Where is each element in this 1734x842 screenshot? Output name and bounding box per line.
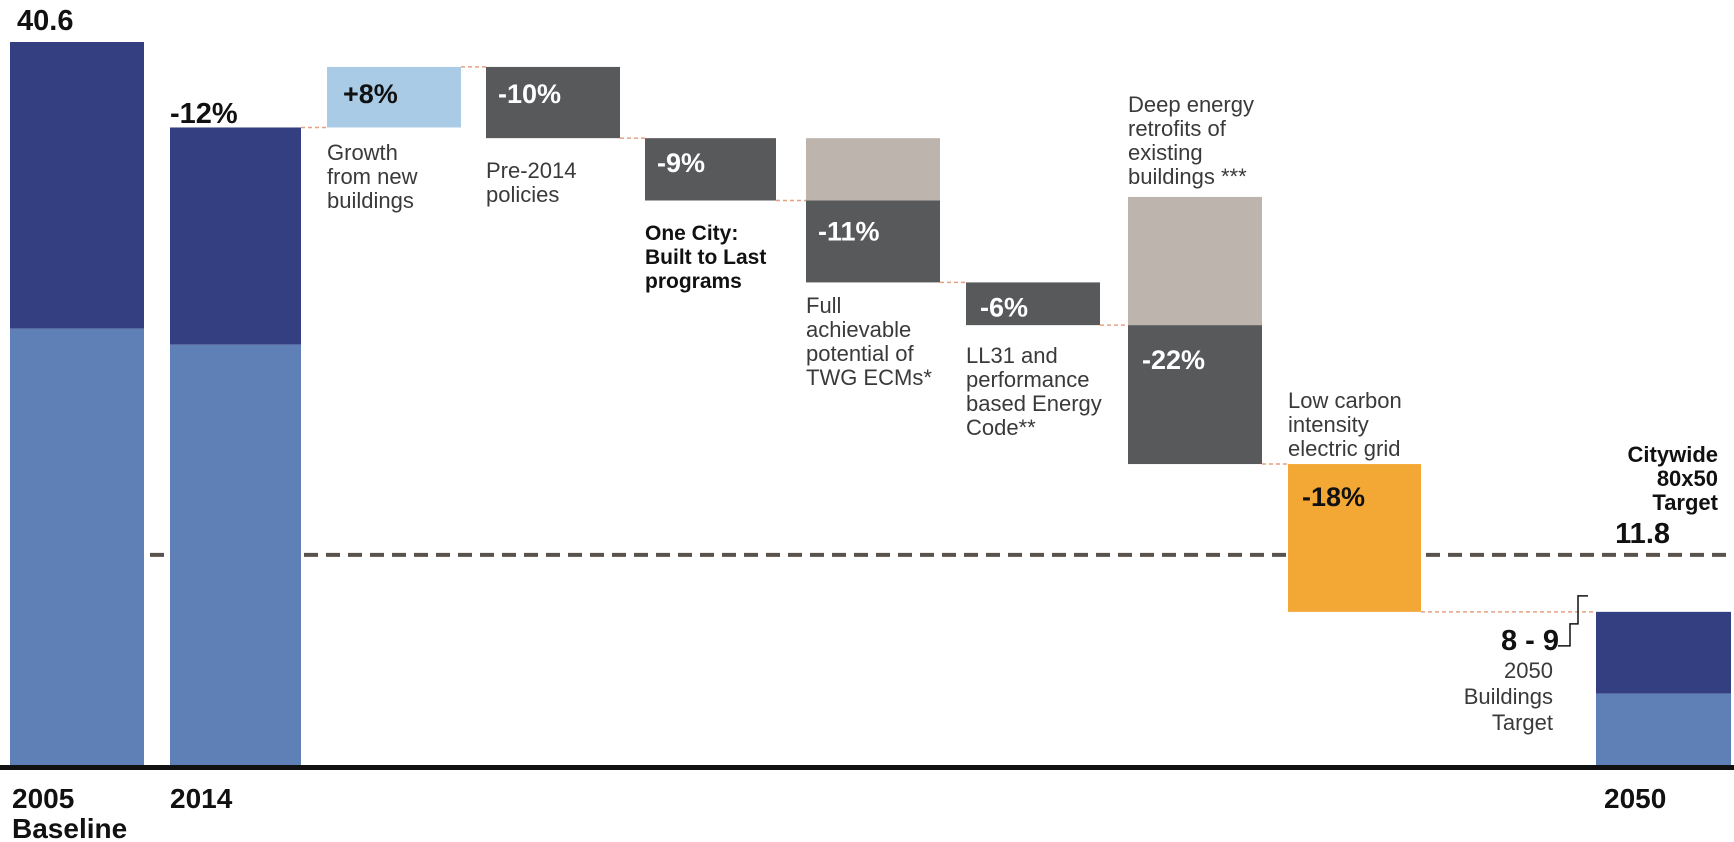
label-2050-buildings-target-line: Buildings <box>1464 684 1553 709</box>
bar-2005-light <box>10 328 144 765</box>
label-deep-line: buildings *** <box>1128 164 1247 189</box>
label-growth-line: buildings <box>327 188 414 213</box>
label-pre2014: Pre-2014 policies <box>486 158 577 207</box>
label-growth-line: Growth <box>327 140 398 165</box>
bar-onecity <box>645 138 776 201</box>
label-ll31-line: Code** <box>966 415 1036 440</box>
label-grid-line: electric grid <box>1288 436 1400 461</box>
bar-growth-pct-label: +8% <box>343 79 398 109</box>
label-growth: Growth from new buildings <box>327 140 418 213</box>
label-ll31-line: performance <box>966 367 1090 392</box>
label-2050-buildings-target: 2050 Buildings Target <box>1464 658 1553 735</box>
change-2014-label: -12% <box>170 98 238 130</box>
bar-grid <box>1288 464 1421 612</box>
label-twg-line: TWG ECMs* <box>806 365 932 390</box>
label-citywide-target-line: Target <box>1652 490 1718 515</box>
bar-deep-pct-label: -22% <box>1142 345 1205 375</box>
label-grid-line: Low carbon <box>1288 388 1402 413</box>
bar-2050-light <box>1596 693 1731 765</box>
bar-grid-pct-label: -18% <box>1302 482 1365 512</box>
label-onecity-line: One City: <box>645 222 738 245</box>
label-2050-buildings-target-line: 2050 <box>1504 658 1553 683</box>
x-tick-2014: 2014 <box>170 783 233 814</box>
label-onecity-line: Built to Last <box>645 246 766 269</box>
x-tick-baseline: Baseline <box>12 813 127 842</box>
label-deep-line: Deep energy <box>1128 92 1254 117</box>
label-2050-buildings-target-line: Target <box>1492 710 1553 735</box>
label-deep-line: existing <box>1128 140 1203 165</box>
label-twg: Full achievable potential of TWG ECMs* <box>806 293 932 390</box>
bar-ll31-pct-label: -6% <box>980 292 1028 322</box>
label-ll31-line: based Energy <box>966 391 1102 416</box>
bar-deep <box>1128 325 1262 465</box>
citywide-target-value: 11.8 <box>1615 518 1670 550</box>
label-onecity: One City: Built to Last programs <box>645 222 766 293</box>
label-citywide-target-line: 80x50 <box>1657 466 1718 491</box>
x-axis-line <box>0 765 1734 770</box>
buildings-target-range: 8 - 9 <box>1501 625 1559 657</box>
label-citywide-target: Citywide 80x50 Target <box>1628 442 1719 515</box>
bar-2005-dark <box>10 42 144 329</box>
label-ll31-line: LL31 and <box>966 343 1058 368</box>
bar-2014-dark <box>170 127 301 345</box>
label-pre2014-line: policies <box>486 182 559 207</box>
bar-2014-light <box>170 344 301 765</box>
x-tick-2050: 2050 <box>1604 783 1666 814</box>
bar-pre2014-pct-label: -10% <box>498 79 561 109</box>
x-tick-2005: 2005 <box>12 783 74 814</box>
label-ll31: LL31 and performance based Energy Code** <box>966 343 1102 440</box>
label-twg-line: achievable <box>806 317 911 342</box>
bar-deep-potential <box>1128 196 1262 326</box>
connectors-layer <box>301 66 1596 647</box>
bars-layer: +8% -10% -9% -11% -6% -22% -18% <box>10 42 1731 765</box>
label-deep: Deep energy retrofits of existing buildings… <box>1128 92 1254 189</box>
buildings-target-bracket <box>1558 595 1588 647</box>
label-onecity-line: programs <box>645 270 742 293</box>
label-grid: Low carbon intensity electric grid <box>1288 388 1402 461</box>
label-citywide-target-line: Citywide <box>1628 442 1718 467</box>
label-pre2014-line: Pre-2014 <box>486 158 577 183</box>
label-growth-line: from new <box>327 164 418 189</box>
bar-twg-pct-label: -11% <box>818 216 880 246</box>
label-grid-line: intensity <box>1288 412 1369 437</box>
label-twg-line: Full <box>806 293 841 318</box>
bar-ll31 <box>966 282 1100 326</box>
label-deep-line: retrofits of <box>1128 116 1227 141</box>
bar-twg <box>806 200 940 283</box>
bar-pre2014 <box>486 66 620 139</box>
baseline-value-label: 40.6 <box>17 5 73 37</box>
bar-2050-dark <box>1596 611 1731 694</box>
label-twg-line: potential of <box>806 341 915 366</box>
bar-twg-potential <box>806 138 940 201</box>
bar-growth <box>327 66 461 128</box>
annotation-labels: Growth from new buildings Pre-2014 policies O… <box>327 92 1719 735</box>
bar-onecity-pct-label: -9% <box>657 148 705 178</box>
